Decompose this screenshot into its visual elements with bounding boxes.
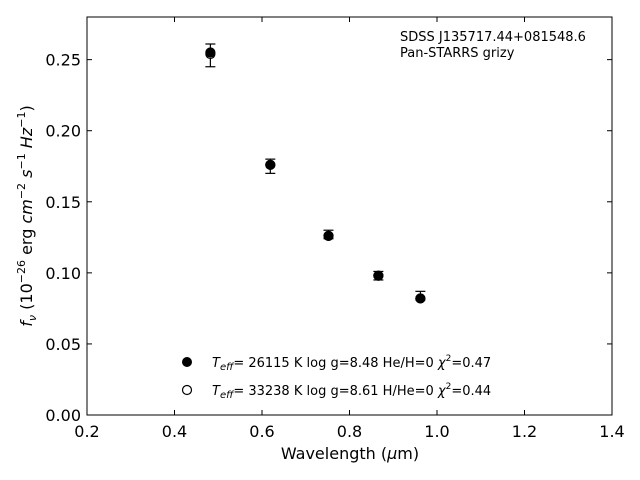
model-point-filled bbox=[415, 293, 426, 304]
legend-label-model-1: Teff= 26115 K log g=8.48 He/H=0 χ2=0.47 bbox=[212, 354, 491, 373]
x-axis-ticks: 0.2 0.4 0.6 0.8 1.0 1.2 1.4 bbox=[74, 17, 625, 441]
y-axis-label: fν (10−26 erg cm−2 s−1 Hz−1) bbox=[15, 105, 39, 326]
model-point-filled bbox=[323, 230, 334, 241]
legend-label-model-2: Teff= 33238 K log g=8.61 H/He=0 χ2=0.44 bbox=[212, 382, 491, 401]
y-tick-label: 0.20 bbox=[45, 122, 81, 141]
x-tick-label: 0.4 bbox=[162, 422, 187, 441]
x-tick-label: 1.2 bbox=[512, 422, 537, 441]
y-tick-label: 0.10 bbox=[45, 264, 81, 283]
data-points bbox=[205, 47, 426, 304]
model-point-filled bbox=[265, 159, 276, 170]
model-point-filled bbox=[373, 270, 384, 281]
x-tick-label: 0.2 bbox=[74, 422, 99, 441]
y-tick-label: 0.15 bbox=[45, 193, 81, 212]
y-tick-label: 0.00 bbox=[45, 406, 81, 425]
legend-marker-filled bbox=[182, 357, 192, 367]
y-axis-ticks: 0.00 0.05 0.10 0.15 0.20 0.25 bbox=[45, 51, 612, 425]
x-tick-label: 0.8 bbox=[337, 422, 362, 441]
error-bars bbox=[205, 43, 426, 301]
x-tick-label: 0.6 bbox=[249, 422, 274, 441]
y-tick-label: 0.05 bbox=[45, 335, 81, 354]
y-tick-label: 0.25 bbox=[45, 51, 81, 70]
filter-set-annotation: Pan-STARRS grizy bbox=[400, 46, 515, 61]
x-tick-label: 1.4 bbox=[599, 422, 624, 441]
legend: Teff= 26115 K log g=8.48 He/H=0 χ2=0.47 … bbox=[181, 354, 491, 401]
legend-marker-open bbox=[181, 384, 193, 396]
object-name-annotation: SDSS J135717.44+081548.6 bbox=[400, 30, 586, 45]
x-tick-label: 1.0 bbox=[424, 422, 449, 441]
model-point-filled bbox=[205, 47, 216, 58]
x-axis-label: Wavelength (μm) bbox=[281, 444, 419, 463]
